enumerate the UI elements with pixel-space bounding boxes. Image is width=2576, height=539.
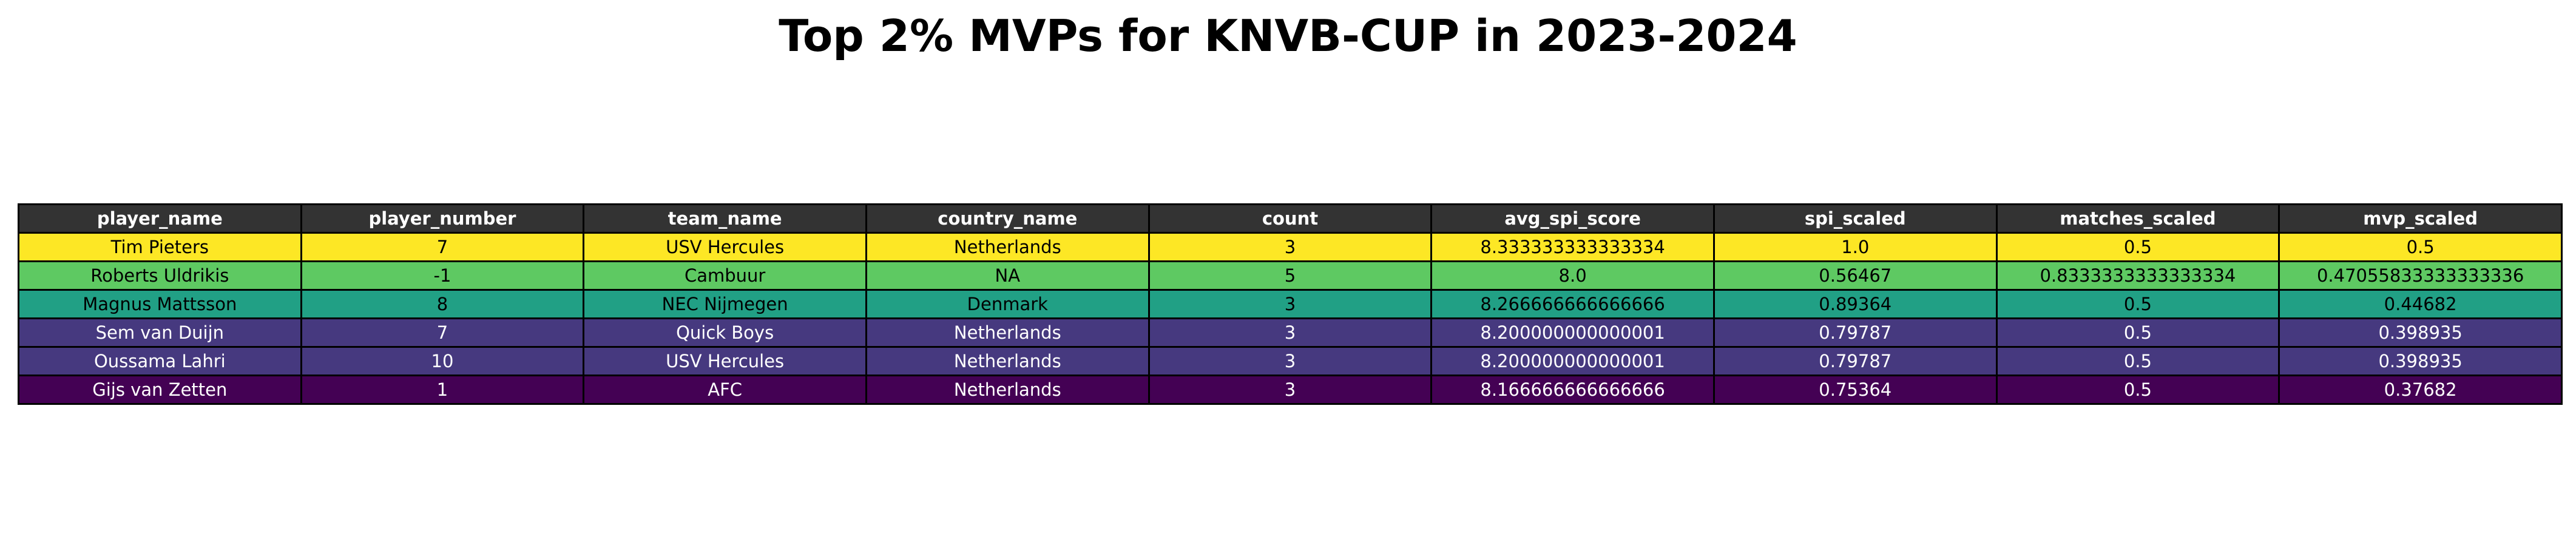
table-cell-country-name: Netherlands — [865, 317, 1150, 348]
table-cell-player-number: 1 — [300, 375, 585, 405]
column-header: matches_scaled — [1995, 203, 2280, 234]
table-cell-team-name: Cambuur — [583, 260, 867, 291]
table-cell-country-name: Denmark — [865, 289, 1150, 319]
table-header-row: player_name player_number team_name coun… — [18, 203, 2563, 234]
table-cell-team-name: AFC — [583, 375, 867, 405]
table-cell-spi-scaled: 0.79787 — [1712, 317, 1998, 348]
table-cell-spi-scaled: 0.75364 — [1712, 375, 1998, 405]
table-cell-count: 3 — [1148, 232, 1433, 262]
table-cell-count: 3 — [1148, 346, 1433, 376]
table-cell-avg-spi-score: 8.200000000000001 — [1430, 317, 1715, 348]
table-cell-team-name: NEC Nijmegen — [583, 289, 867, 319]
table-body: Tim Pieters 7 USV Hercules Netherlands 3 8.33… — [18, 232, 2563, 405]
table-cell-matches-scaled: 0.5 — [1995, 232, 2280, 262]
table-cell-mvp-scaled: 0.44682 — [2278, 289, 2563, 319]
table-cell-count: 3 — [1148, 375, 1433, 405]
table-cell-avg-spi-score: 8.333333333333334 — [1430, 232, 1715, 262]
column-header: player_number — [300, 203, 585, 234]
table-cell-player-name: Tim Pieters — [18, 232, 302, 262]
mvp-table: player_name player_number team_name coun… — [18, 203, 2563, 405]
table-row: Sem van Duijn 7 Quick Boys Netherlands 3 8.20… — [18, 317, 2563, 348]
column-header: avg_spi_score — [1430, 203, 1715, 234]
column-header: mvp_scaled — [2278, 203, 2563, 234]
table-cell-spi-scaled: 0.79787 — [1712, 346, 1998, 376]
table-cell-player-name: Oussama Lahri — [18, 346, 302, 376]
table-cell-player-name: Magnus Mattsson — [18, 289, 302, 319]
table-row: Magnus Mattsson 8 NEC Nijmegen Denmark 3 8.26… — [18, 289, 2563, 319]
table-row: Gijs van Zetten 1 AFC Netherlands 3 8.1666666… — [18, 375, 2563, 405]
table-cell-matches-scaled: 0.5 — [1995, 289, 2280, 319]
table-cell-count: 3 — [1148, 289, 1433, 319]
table-cell-avg-spi-score: 8.266666666666666 — [1430, 289, 1715, 319]
table-row: Roberts Uldrikis -1 Cambuur NA 5 8.0 0.56467 0.… — [18, 260, 2563, 291]
table-row: Tim Pieters 7 USV Hercules Netherlands 3 8.33… — [18, 232, 2563, 262]
table-cell-player-number: 8 — [300, 289, 585, 319]
table-cell-player-name: Sem van Duijn — [18, 317, 302, 348]
table-cell-avg-spi-score: 8.200000000000001 — [1430, 346, 1715, 376]
table-cell-country-name: Netherlands — [865, 346, 1150, 376]
table-cell-team-name: USV Hercules — [583, 232, 867, 262]
column-header: team_name — [583, 203, 867, 234]
column-header: country_name — [865, 203, 1150, 234]
chart-title: Top 2% MVPs for KNVB-CUP in 2023-2024 — [779, 10, 1797, 61]
table-cell-player-name: Roberts Uldrikis — [18, 260, 302, 291]
table-cell-count: 5 — [1148, 260, 1433, 291]
table-cell-player-number: 10 — [300, 346, 585, 376]
table-cell-mvp-scaled: 0.47055833333333336 — [2278, 260, 2563, 291]
table-cell-country-name: NA — [865, 260, 1150, 291]
table-cell-player-number: 7 — [300, 232, 585, 262]
mvp-table-container: player_name player_number team_name coun… — [18, 203, 2563, 405]
table-cell-mvp-scaled: 0.398935 — [2278, 346, 2563, 376]
table-cell-matches-scaled: 0.8333333333333334 — [1995, 260, 2280, 291]
table-cell-team-name: Quick Boys — [583, 317, 867, 348]
table-cell-spi-scaled: 1.0 — [1712, 232, 1998, 262]
column-header: spi_scaled — [1712, 203, 1998, 234]
table-cell-matches-scaled: 0.5 — [1995, 317, 2280, 348]
table-cell-team-name: USV Hercules — [583, 346, 867, 376]
table-cell-mvp-scaled: 0.5 — [2278, 232, 2563, 262]
table-cell-mvp-scaled: 0.37682 — [2278, 375, 2563, 405]
table-cell-spi-scaled: 0.56467 — [1712, 260, 1998, 291]
table-cell-spi-scaled: 0.89364 — [1712, 289, 1998, 319]
table-cell-count: 3 — [1148, 317, 1433, 348]
table-cell-matches-scaled: 0.5 — [1995, 346, 2280, 376]
table-cell-player-number: -1 — [300, 260, 585, 291]
table-cell-country-name: Netherlands — [865, 232, 1150, 262]
table-cell-mvp-scaled: 0.398935 — [2278, 317, 2563, 348]
table-row: Oussama Lahri 10 USV Hercules Netherlands 3 8… — [18, 346, 2563, 376]
table-cell-avg-spi-score: 8.0 — [1430, 260, 1715, 291]
column-header: player_name — [18, 203, 302, 234]
column-header: count — [1148, 203, 1433, 234]
table-cell-matches-scaled: 0.5 — [1995, 375, 2280, 405]
table-cell-player-name: Gijs van Zetten — [18, 375, 302, 405]
table-cell-avg-spi-score: 8.166666666666666 — [1430, 375, 1715, 405]
table-cell-country-name: Netherlands — [865, 375, 1150, 405]
table-cell-player-number: 7 — [300, 317, 585, 348]
